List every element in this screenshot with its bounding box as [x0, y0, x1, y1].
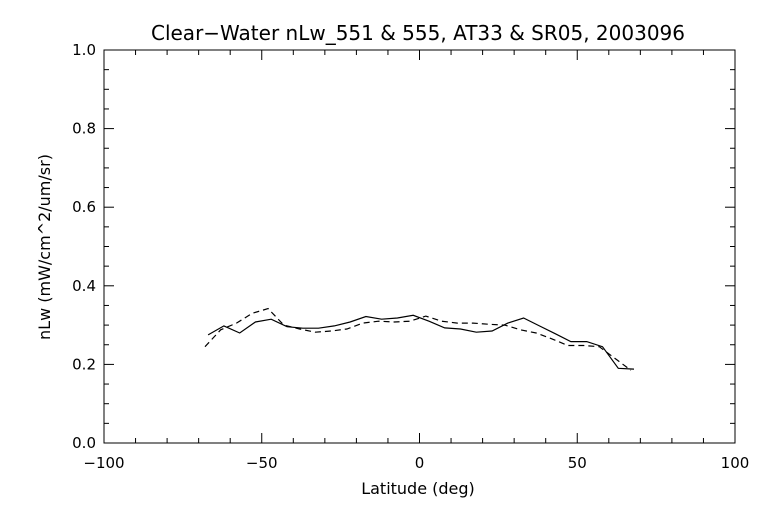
x-tick-label: −100: [83, 454, 124, 472]
y-tick-label: 1.0: [72, 41, 96, 59]
x-tick-label: 50: [568, 454, 587, 472]
x-tick-label: 100: [721, 454, 750, 472]
series-line-solid: [207, 314, 635, 370]
series-line-dashed: [204, 307, 632, 371]
plot-frame: [103, 49, 736, 444]
axis-ticks: [103, 49, 736, 444]
y-tick-label: 0.6: [72, 198, 96, 216]
series-layer: [204, 307, 635, 371]
x-tick-label: −50: [246, 454, 278, 472]
x-axis-label: Latitude (deg): [361, 479, 475, 498]
chart-title: Clear−Water nLw_551 & 555, AT33 & SR05, …: [151, 21, 685, 45]
y-tick-label: 0.8: [72, 120, 96, 138]
axis-tick-labels: −100 −50 0 50 100 0.0 0.2 0.4 0.6 0.8 1.0: [72, 41, 749, 472]
y-tick-label: 0.0: [72, 434, 96, 452]
y-tick-label: 0.4: [72, 277, 96, 295]
x-tick-label: 0: [415, 454, 425, 472]
y-tick-label: 0.2: [72, 355, 96, 373]
y-axis-label: nLw (mW/cm^2/um/sr): [35, 154, 54, 340]
